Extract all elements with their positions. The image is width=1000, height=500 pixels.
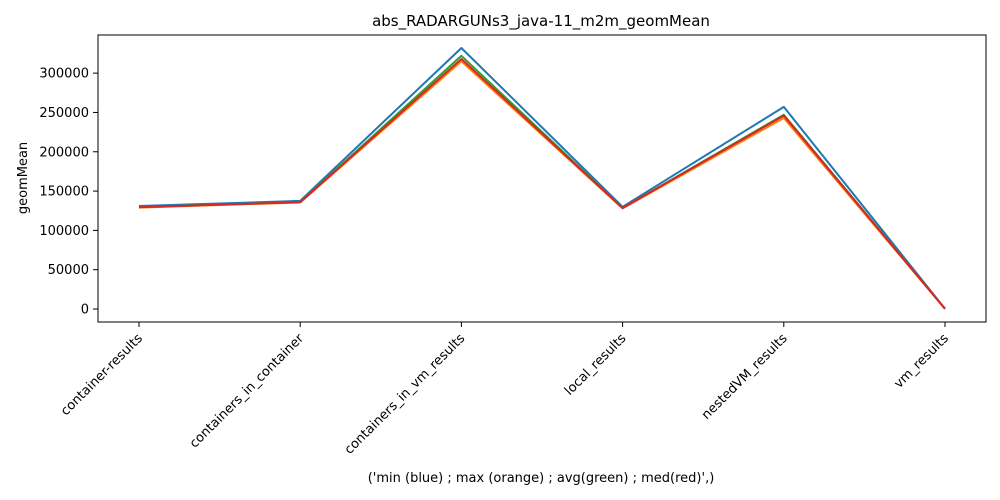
series-line-1 xyxy=(138,54,946,310)
x-tick-label: container-results xyxy=(58,331,146,419)
y-axis-label: geomMean xyxy=(16,142,31,214)
x-axis: container-results containers_in_container… xyxy=(58,322,952,458)
x-tick-label: containers_in_container xyxy=(187,331,308,452)
series-line-2 xyxy=(138,60,946,310)
series-line-3 xyxy=(138,58,946,310)
y-tick-label: 250000 xyxy=(39,106,89,121)
chart-title: abs_RADARGUNs3_java-11_m2m_geomMean xyxy=(372,12,710,31)
plot-frame xyxy=(97,34,987,323)
x-axis-label: ('min (blue) ; max (orange) ; avg(green)… xyxy=(368,471,715,486)
y-tick-label: 150000 xyxy=(39,185,89,200)
y-tick-label: 300000 xyxy=(39,67,89,82)
x-tick-label: nestedVM_results xyxy=(699,331,791,423)
series-line-0 xyxy=(138,47,946,310)
x-tick-label: local_results xyxy=(562,331,630,399)
y-tick-label: 50000 xyxy=(48,263,89,278)
x-tick-label: containers_in_vm_results xyxy=(342,331,468,457)
series-layer xyxy=(138,47,946,310)
y-tick-label: 100000 xyxy=(39,224,89,239)
y-axis: 0 50000 100000 150000 200000 250000 300000 xyxy=(39,67,98,318)
y-tick-label: 200000 xyxy=(39,145,89,160)
x-tick-label: vm_results xyxy=(891,331,952,392)
y-tick-label: 0 xyxy=(81,303,89,318)
